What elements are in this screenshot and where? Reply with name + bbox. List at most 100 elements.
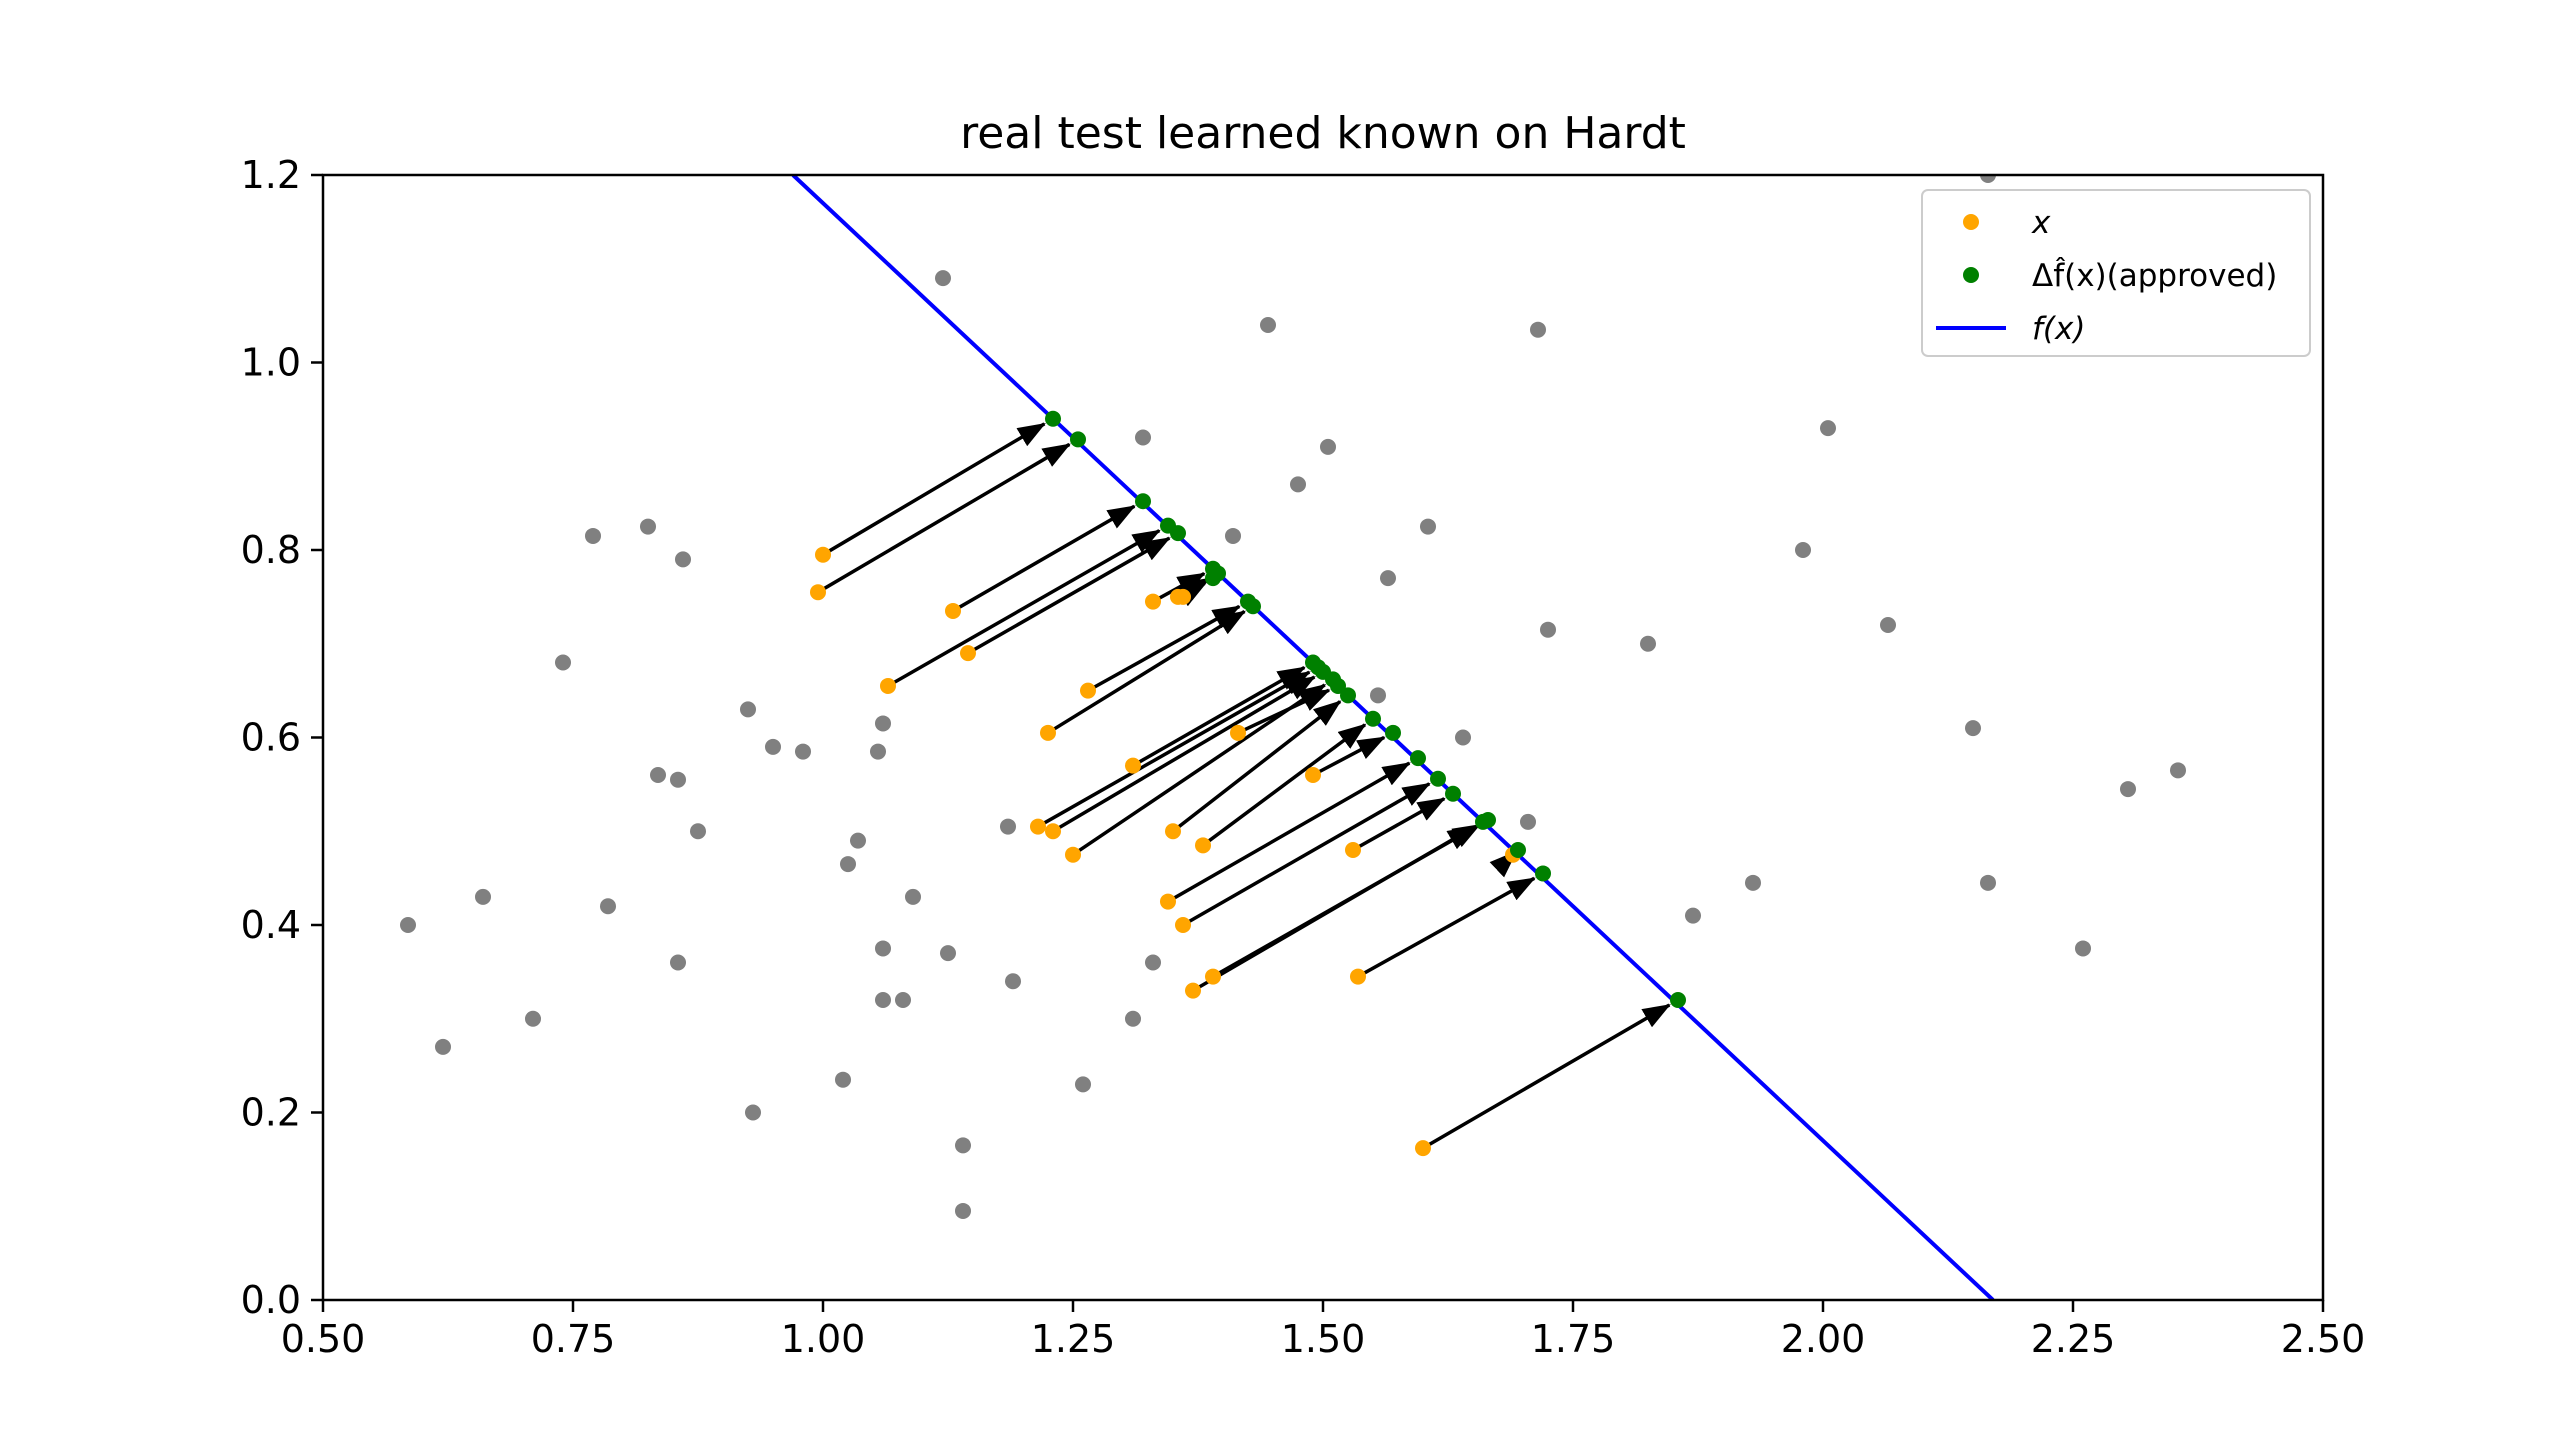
shift-arrow xyxy=(1052,675,1316,833)
y-tick-label: 0.4 xyxy=(241,903,301,947)
gray-point xyxy=(2075,940,2091,957)
gray-point xyxy=(1745,874,1761,891)
approved-point xyxy=(1135,493,1151,510)
gray-point xyxy=(640,518,656,535)
gray-point xyxy=(840,856,856,873)
shift-arrow xyxy=(1037,670,1311,829)
gray-point xyxy=(940,945,956,962)
gray-point xyxy=(745,1104,761,1121)
shift-arrow xyxy=(952,504,1136,613)
approved-point xyxy=(1330,677,1346,694)
gray-point xyxy=(935,270,951,287)
gray-point xyxy=(1320,438,1336,455)
approved-point xyxy=(1340,687,1356,704)
approved-point xyxy=(1365,710,1381,727)
gray-point xyxy=(1000,818,1016,835)
approved-point xyxy=(1045,410,1061,427)
original-x-point xyxy=(1305,767,1321,783)
legend: x Δf̂(x)(approved) f(x) xyxy=(1921,189,2311,357)
shift-arrow xyxy=(817,442,1071,594)
shift-arrow xyxy=(1171,700,1342,833)
y-tick-label: 0.8 xyxy=(241,528,301,572)
gray-point xyxy=(1685,907,1701,924)
shift-arrow xyxy=(1312,735,1386,777)
original-x-point xyxy=(1345,842,1361,858)
y-tick-label: 1.0 xyxy=(241,341,301,385)
shift-arrow xyxy=(822,422,1046,557)
gray-point xyxy=(875,715,891,732)
gray-point xyxy=(1005,973,1021,990)
gray-point xyxy=(1455,729,1471,746)
gray-point xyxy=(1420,518,1436,535)
approved-point xyxy=(1170,525,1186,542)
x-tick-label: 1.25 xyxy=(1031,1317,1116,1361)
gray-point xyxy=(400,917,416,933)
x-tick-label: 0.75 xyxy=(531,1317,616,1361)
gray-point xyxy=(895,992,911,1008)
gray-point xyxy=(1980,175,1996,183)
legend-label: f(x) xyxy=(2032,311,2085,347)
original-x-point xyxy=(1145,593,1161,610)
gray-point xyxy=(670,954,686,971)
gray-point xyxy=(2170,762,2186,779)
original-x-point xyxy=(1125,757,1141,774)
x-tick-label: 2.50 xyxy=(2281,1317,2366,1361)
gray-point xyxy=(475,888,491,905)
gray-point xyxy=(1980,874,1996,891)
shift-arrow xyxy=(967,536,1171,655)
legend-marker xyxy=(1963,267,1979,283)
gray-point xyxy=(600,898,616,915)
approved-point xyxy=(1410,750,1426,767)
chart-title: real test learned known on Hardt xyxy=(960,108,1686,159)
shift-arrow xyxy=(1422,1003,1671,1150)
gray-point xyxy=(1125,1010,1141,1027)
legend-label: x xyxy=(2031,205,2051,241)
gray-point xyxy=(1380,570,1396,587)
shift-arrow xyxy=(1132,665,1306,768)
shift-arrow xyxy=(1167,761,1411,904)
gray-point xyxy=(675,551,691,568)
gray-point xyxy=(555,654,571,671)
gray-point xyxy=(1225,527,1241,544)
original-x-point xyxy=(880,677,896,694)
y-tick-label: 0.2 xyxy=(241,1091,301,1135)
x-tick-label: 1.50 xyxy=(1281,1317,1366,1361)
original-x-point xyxy=(1160,893,1176,910)
shift-arrow xyxy=(1087,604,1241,693)
approved-point xyxy=(1480,812,1496,828)
gray-point xyxy=(765,738,781,755)
gray-point xyxy=(875,940,891,957)
gray-point xyxy=(1640,635,1656,652)
original-x-point xyxy=(1195,837,1211,854)
shift-arrow xyxy=(1357,876,1536,979)
y-tick-label: 1.2 xyxy=(241,153,301,197)
gray-point xyxy=(1260,317,1276,333)
approved-point xyxy=(1070,431,1086,448)
shift-arrow xyxy=(887,529,1161,688)
original-x-point xyxy=(1030,818,1046,835)
original-x-point xyxy=(1230,724,1246,741)
original-x-point xyxy=(945,602,961,619)
y-tick-label: 0.6 xyxy=(241,716,301,760)
gray-point xyxy=(1135,429,1151,446)
original-x-point xyxy=(1175,588,1191,605)
gray-point xyxy=(1965,720,1981,737)
gray-point xyxy=(955,1137,971,1154)
gray-point xyxy=(1145,954,1161,971)
original-x-point xyxy=(1065,846,1081,863)
original-x-point xyxy=(1080,682,1096,699)
legend-label: Δf̂(x)(approved) xyxy=(2032,257,2277,294)
plot-area xyxy=(400,175,2186,1300)
shift-arrow xyxy=(1201,723,1367,847)
gray-point xyxy=(955,1202,971,1219)
original-x-point xyxy=(1165,823,1181,840)
legend-box xyxy=(1921,189,2311,357)
approved-point xyxy=(1245,598,1261,615)
shift-arrow xyxy=(1212,823,1481,979)
shift-arrow xyxy=(1047,610,1246,735)
axes: 0.50 0.75 1.00 1.25 1.50 1.75 2.00 2.25 2.50 0.0 0… xyxy=(241,153,2366,1361)
y-tick-label: 0.0 xyxy=(241,1278,301,1322)
original-x-point xyxy=(1185,982,1201,999)
